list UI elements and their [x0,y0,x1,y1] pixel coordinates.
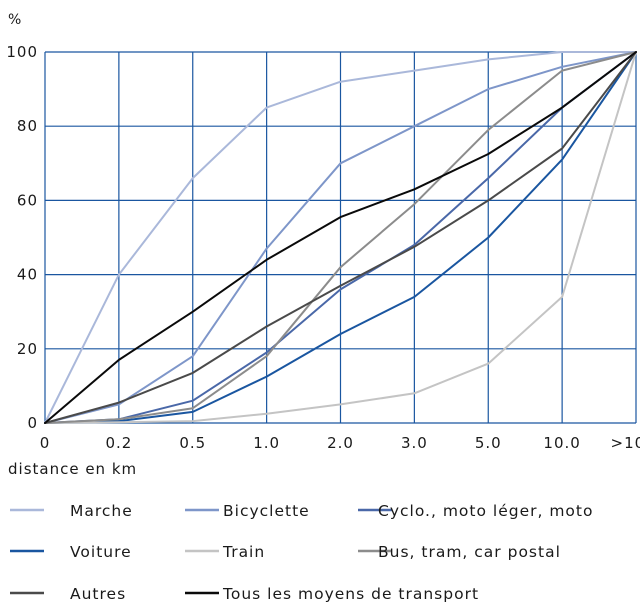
legend-label-6: Autres [70,585,126,603]
legend-item-6: Autres [10,585,126,603]
legend-label-1: Bicyclette [223,502,310,520]
series-lines [44,51,637,424]
x-tick-label-3: 1.0 [253,434,280,452]
y-tick-label-1: 20 [17,340,38,358]
legend-item-2: Cyclo., moto léger, moto [358,502,593,520]
x-tick-label-6: 5.0 [475,434,502,452]
x-axis-ticks: 0 0.2 0.5 1.0 2.0 3.0 5.0 10.0 >10.0 [40,434,640,452]
legend-label-2: Cyclo., moto léger, moto [378,502,593,520]
grid-lines [44,51,637,424]
x-tick-label-4: 2.0 [327,434,354,452]
legend-item-0: Marche [10,502,133,520]
x-axis-label: distance en km [8,460,137,478]
x-tick-label-7: 10.0 [543,434,580,452]
series-line-1 [44,51,637,424]
legend: Marche Bicyclette Cyclo., moto léger, moto… [10,502,593,603]
legend-item-5: Bus, tram, car postal [358,543,561,561]
legend-item-3: Voiture [10,543,132,561]
y-tick-label-2: 40 [17,266,38,284]
y-axis-ticks: 0 20 40 60 80 100 [6,43,38,432]
legend-item-4: Train [185,543,265,561]
y-tick-label-0: 0 [27,414,38,432]
legend-label-7: Tous les moyens de transport [222,585,479,603]
legend-item-7: Tous les moyens de transport [185,585,479,603]
series-line-2 [44,51,637,424]
x-tick-label-0: 0 [40,434,51,452]
y-unit-label: % [8,12,21,28]
y-tick-label-5: 100 [6,43,38,61]
series-line-0 [44,51,637,424]
series-line-7 [44,51,637,424]
legend-label-0: Marche [70,502,133,520]
y-tick-label-3: 60 [17,191,38,209]
series-line-4 [44,51,637,424]
x-tick-label-1: 0.2 [105,434,132,452]
series-line-5 [44,51,637,424]
legend-label-5: Bus, tram, car postal [378,543,561,561]
series-line-6 [44,51,637,424]
x-tick-label-5: 3.0 [401,434,428,452]
legend-label-3: Voiture [70,543,132,561]
legend-label-4: Train [222,543,265,561]
series-line-3 [44,51,637,424]
x-tick-label-2: 0.5 [179,434,206,452]
legend-item-1: Bicyclette [185,502,310,520]
y-tick-label-4: 80 [17,117,38,135]
x-tick-label-8: >10.0 [611,434,640,452]
